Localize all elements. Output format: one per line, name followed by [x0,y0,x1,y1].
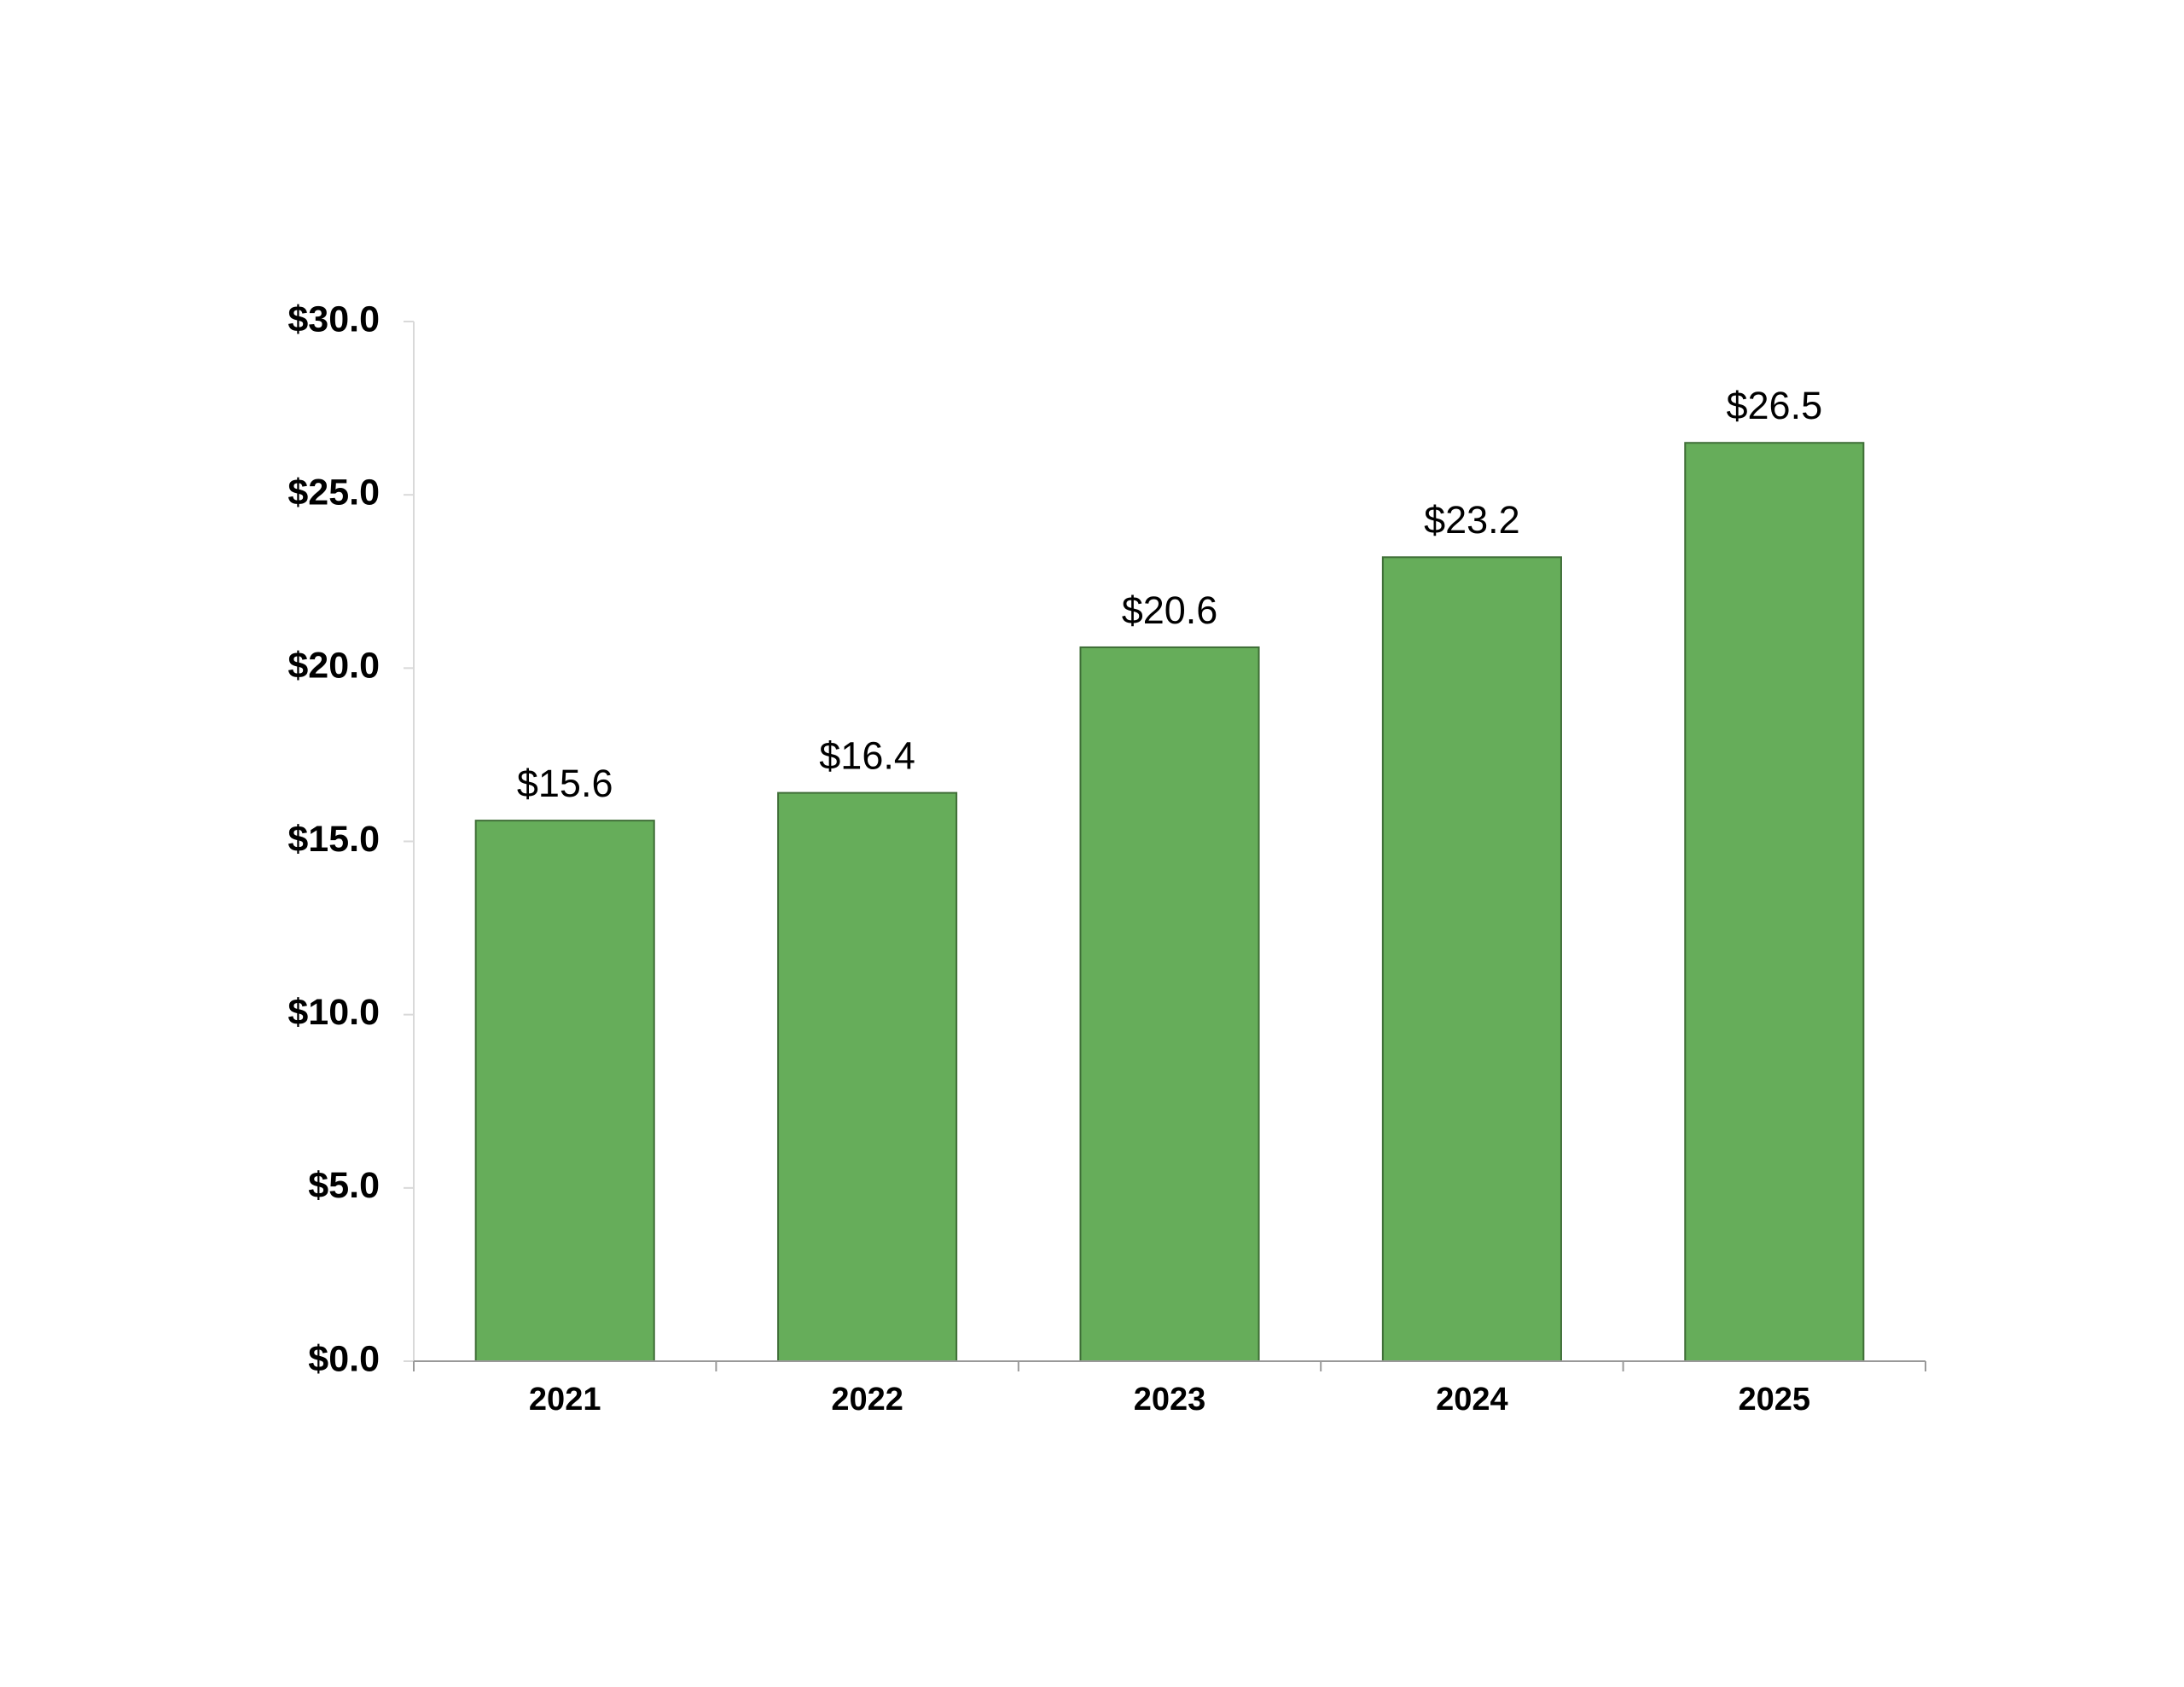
x-tick-label: 2021 [529,1382,601,1417]
y-tick-label: $15.0 [288,819,380,860]
bar [1381,556,1562,1362]
y-tick-label: $5.0 [308,1165,380,1206]
value-label: $15.6 [517,762,613,805]
bar [1079,646,1260,1362]
y-tick-label: $0.0 [308,1338,380,1379]
bar [474,820,655,1362]
y-tick-label: $20.0 [288,646,380,687]
x-tick-label: 2023 [1134,1382,1206,1417]
y-tick-label: $10.0 [288,992,380,1033]
x-tick-label: 2024 [1436,1382,1508,1417]
bar [1684,442,1865,1362]
x-tick-label: 2025 [1739,1382,1811,1417]
bar [777,791,958,1362]
value-label: $23.2 [1424,498,1520,542]
value-label: $16.4 [819,734,915,778]
y-tick-label: $30.0 [288,299,380,339]
value-label: $20.6 [1122,588,1218,632]
y-tick-label: $25.0 [288,472,380,513]
value-label: $26.5 [1726,384,1822,427]
x-tick-label: 2022 [831,1382,903,1417]
